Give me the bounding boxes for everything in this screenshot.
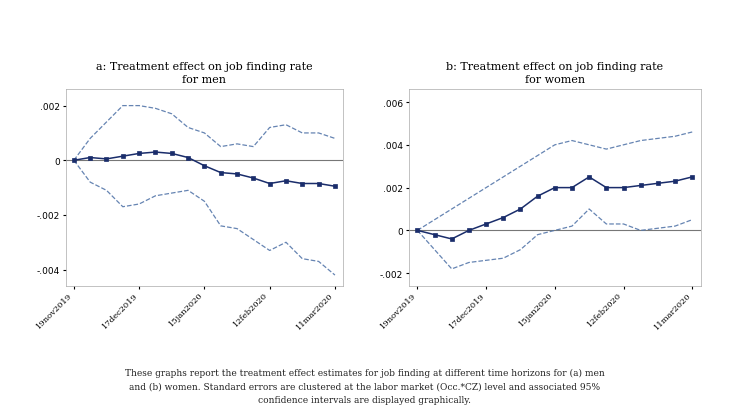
Title: a: Treatment effect on job finding rate
for men: a: Treatment effect on job finding rate …: [96, 62, 312, 85]
Title: b: Treatment effect on job finding rate
for women: b: Treatment effect on job finding rate …: [446, 62, 664, 85]
Text: These graphs report the treatment effect estimates for job finding at different : These graphs report the treatment effect…: [125, 368, 605, 404]
